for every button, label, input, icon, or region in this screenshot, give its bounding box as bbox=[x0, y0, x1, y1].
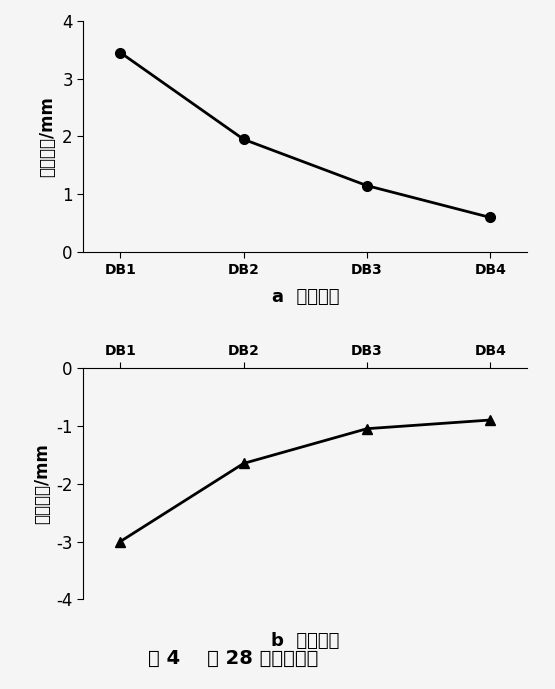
Y-axis label: 竖向沉降/mm: 竖向沉降/mm bbox=[33, 443, 51, 524]
Text: b  竖向沉降: b 竖向沉降 bbox=[271, 632, 340, 650]
Text: 图 4    第 28 天监测结果: 图 4 第 28 天监测结果 bbox=[148, 648, 318, 668]
X-axis label: a  水平位移: a 水平位移 bbox=[271, 288, 339, 306]
Y-axis label: 水平位移/mm: 水平位移/mm bbox=[39, 96, 57, 177]
